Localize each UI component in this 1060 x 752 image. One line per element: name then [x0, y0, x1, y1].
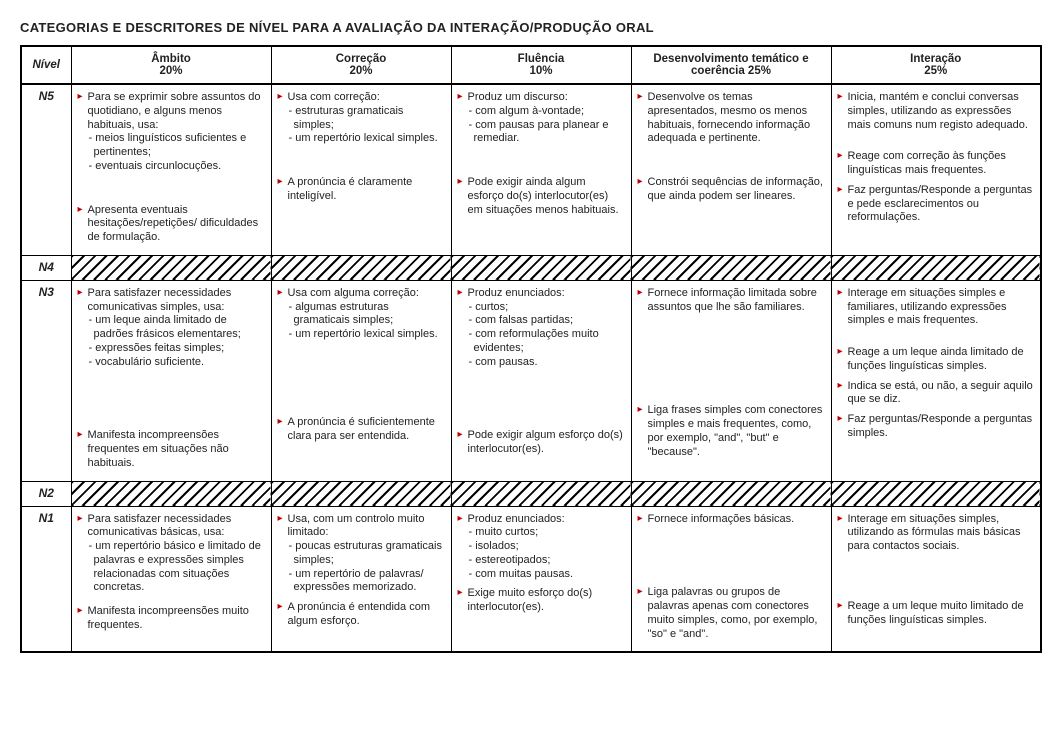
row-n3: N3 Para satisfazer necessidades comunica…	[21, 280, 1041, 481]
header-row: Nível Âmbito20% Correção20% Fluência10% …	[21, 46, 1041, 84]
level-n5: N5	[21, 84, 71, 255]
n5-fluencia: Produz um discurso: - com algum à-vontad…	[451, 84, 631, 255]
col-fluencia: Fluência10%	[451, 46, 631, 84]
level-n1: N1	[21, 506, 71, 652]
col-ambito: Âmbito20%	[71, 46, 271, 84]
n5-correcao: Usa com correção: - estruturas gramatica…	[271, 84, 451, 255]
page-title: CATEGORIAS E DESCRITORES DE NÍVEL PARA A…	[20, 20, 1040, 35]
n3-desenvolv: Fornece informação limitada sobre assunt…	[631, 280, 831, 481]
n3-correcao: Usa com alguma correção: - algumas estru…	[271, 280, 451, 481]
n1-interacao: Interage em situações simples, utilizand…	[831, 506, 1041, 652]
col-nivel: Nível	[21, 46, 71, 84]
row-n4: N4	[21, 255, 1041, 280]
row-n1: N1 Para satisfazer necessidades comunica…	[21, 506, 1041, 652]
n3-ambito: Para satisfazer necessidades comunicativ…	[71, 280, 271, 481]
n1-fluencia: Produz enunciados: - muito curtos; - iso…	[451, 506, 631, 652]
row-n5: N5 Para se exprimir sobre assuntos do qu…	[21, 84, 1041, 255]
n5-interacao: Inicia, mantém e conclui conversas simpl…	[831, 84, 1041, 255]
n3-fluencia: Produz enunciados: - curtos; - com falsa…	[451, 280, 631, 481]
level-n2: N2	[21, 481, 71, 506]
n5-ambito: Para se exprimir sobre assuntos do quoti…	[71, 84, 271, 255]
col-interacao: Interação25%	[831, 46, 1041, 84]
level-n4: N4	[21, 255, 71, 280]
n5-desenvolv: Desenvolve os temas apresentados, mesmo …	[631, 84, 831, 255]
col-desenvolv: Desenvolvimento temático e coerência 25%	[631, 46, 831, 84]
level-n3: N3	[21, 280, 71, 481]
row-n2: N2	[21, 481, 1041, 506]
n3-interacao: Interage em situações simples e familiar…	[831, 280, 1041, 481]
n1-correcao: Usa, com um controlo muito limitado: - p…	[271, 506, 451, 652]
n1-desenvolv: Fornece informações básicas. Liga palavr…	[631, 506, 831, 652]
n1-ambito: Para satisfazer necessidades comunicativ…	[71, 506, 271, 652]
rubric-table: Nível Âmbito20% Correção20% Fluência10% …	[20, 45, 1042, 653]
col-correcao: Correção20%	[271, 46, 451, 84]
